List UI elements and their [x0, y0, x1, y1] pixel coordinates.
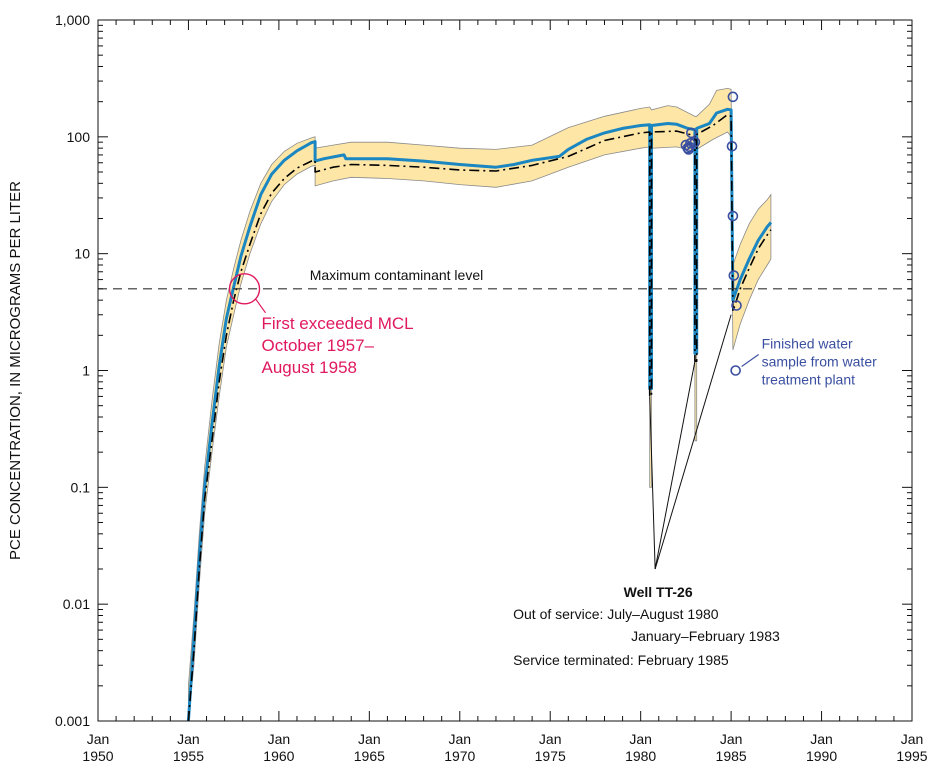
well-pointer-line	[649, 396, 656, 570]
x-tick-label-year: 1995	[896, 748, 927, 764]
x-tick-label-year: 1955	[173, 748, 204, 764]
first-exceeded-label-line-3: August 1958	[262, 358, 357, 377]
mcl-layer: Maximum contaminant level	[98, 267, 912, 290]
x-tick-label-month: Jan	[268, 731, 291, 747]
x-tick-label-month: Jan	[177, 731, 200, 747]
x-tick-label-month: Jan	[539, 731, 562, 747]
well-out-of-service-2: January–February 1983	[631, 628, 780, 644]
sample-point-marker	[685, 138, 696, 149]
x-tick-label-month: Jan	[901, 731, 924, 747]
x-tick-label-month: Jan	[810, 731, 833, 747]
sample-point-marker	[686, 127, 697, 139]
first-exceeded-label-line-2: October 1957–	[262, 336, 375, 355]
x-tick-label-year: 1985	[716, 748, 747, 764]
first-exceeded-label-line-1: First exceeded MCL	[262, 314, 414, 333]
x-tick-label-month: Jan	[629, 731, 652, 747]
y-tick-label: 10	[74, 246, 90, 262]
uncertainty-band-layer	[188, 87, 772, 722]
y-tick-label: 0.1	[71, 479, 91, 495]
x-tick-label-year: 1980	[625, 748, 656, 764]
sample-point-marker	[731, 300, 742, 311]
x-tick-label-year: 1990	[806, 748, 837, 764]
first-exceeded-pointer	[255, 298, 267, 314]
series-line-2	[187, 113, 772, 722]
well-title: Well TT-26	[624, 584, 693, 600]
mcl-label: Maximum contaminant level	[310, 267, 484, 283]
sample-point-marker	[727, 91, 739, 103]
finished-water-label-line-2: sample from water	[762, 354, 877, 370]
finished-water-label-line-1: Finished water	[762, 336, 853, 352]
finished-water-label-line-3: treatment plant	[762, 372, 855, 388]
well-pointer-line	[654, 361, 696, 570]
y-axis-label: PCE CONCENTRATION, IN MICROGRAMS PER LIT…	[7, 181, 24, 560]
x-tick-label-year: 1960	[263, 748, 294, 764]
x-tick-label-year: 1970	[444, 748, 475, 764]
x-tick-label-month: Jan	[448, 731, 471, 747]
y-tick-label: 1,000	[55, 12, 90, 28]
axes-layer: PCE CONCENTRATION, IN MICROGRAMS PER LIT…	[7, 12, 927, 764]
uncertainty-band	[188, 87, 772, 722]
finished-water-pointer	[741, 354, 759, 367]
y-tick-label: 0.01	[63, 596, 90, 612]
series-line-1	[186, 107, 773, 722]
sample-point-marker	[728, 270, 740, 281]
x-tick-label-month: Jan	[358, 731, 381, 747]
x-tick-label-month: Jan	[720, 731, 743, 747]
sample-point-marker	[726, 140, 738, 152]
x-tick-label-year: 1950	[82, 748, 113, 764]
series-lines-layer	[186, 107, 773, 722]
mcl-exceedance-circle	[228, 273, 261, 305]
well-pointer-line	[654, 314, 732, 570]
y-tick-label: 100	[67, 129, 91, 145]
sample-point-marker	[727, 210, 739, 222]
sample-point-marker	[730, 365, 741, 376]
annotations-layer: First exceeded MCL October 1957– August …	[228, 273, 877, 668]
y-tick-label: 1	[82, 363, 90, 379]
x-tick-label-year: 1975	[535, 748, 566, 764]
sample-point-marker	[689, 136, 701, 148]
sample-points-layer	[680, 91, 742, 376]
y-tick-label: 0.001	[55, 713, 90, 729]
x-tick-label-month: Jan	[87, 731, 110, 747]
x-tick-label-year: 1965	[354, 748, 385, 764]
well-service-terminated: Service terminated: February 1985	[513, 652, 729, 668]
well-out-of-service-1: Out of service: July–August 1980	[513, 606, 719, 622]
